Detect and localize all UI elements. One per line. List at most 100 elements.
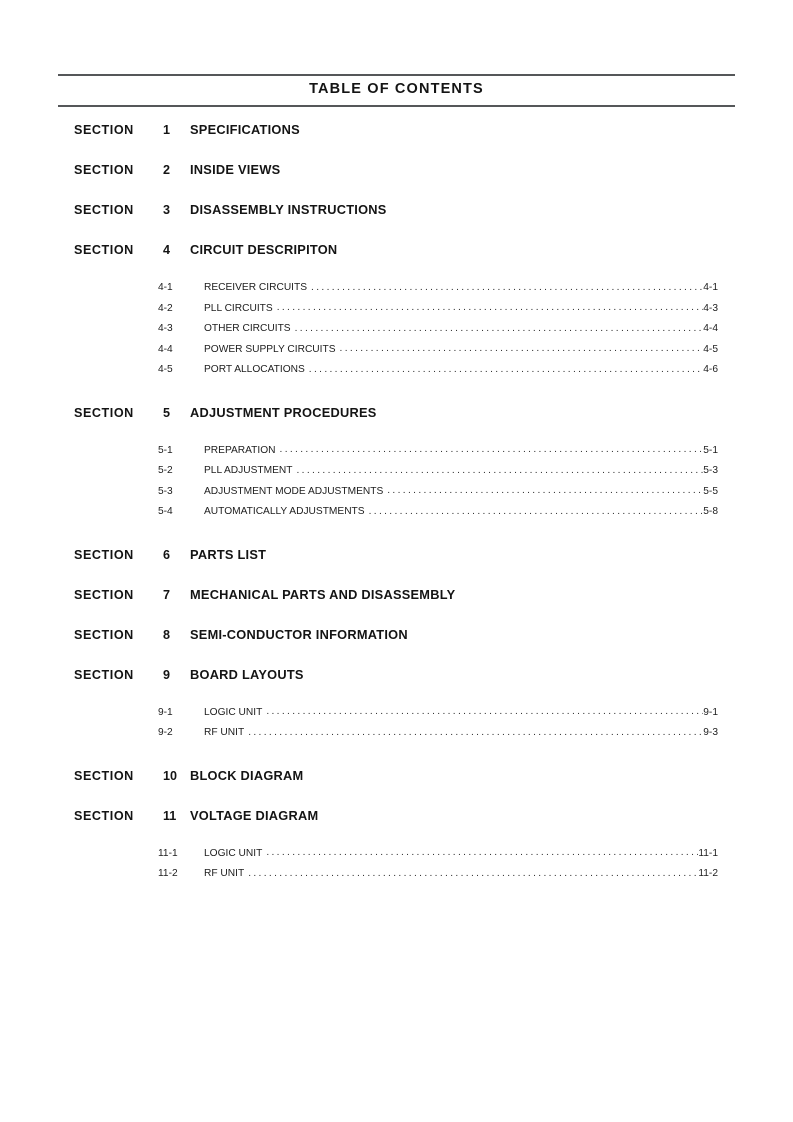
section-title: BOARD LAYOUTS [190, 666, 304, 682]
section-number: 4 [163, 243, 171, 257]
section-row-3[interactable]: SECTION 3 DISASSEMBLY INSTRUCTIONS [0, 202, 793, 242]
entry-page-number: 9-1 [703, 706, 718, 718]
entry-title: LOGIC UNIT [204, 706, 263, 718]
toc-entry-9-1[interactable]: 9-1 LOGIC UNIT...........................… [0, 706, 793, 728]
entry-number: 5-1 [158, 444, 173, 456]
dot-leader: ........................................… [248, 867, 699, 879]
entry-number: 9-2 [158, 727, 173, 738]
section-word: SECTION [74, 163, 134, 177]
toc-entry-4-4[interactable]: 4-4 POWER SUPPLY CIRCUITS................… [0, 343, 793, 365]
header-rule-bottom [58, 104, 735, 107]
entry-title: RF UNIT [204, 868, 245, 879]
section-row-5[interactable]: SECTION 5 ADJUSTMENT PROCEDURES [0, 405, 793, 445]
section-row-9[interactable]: SECTION 9 BOARD LAYOUTS [0, 667, 793, 707]
section-title: BLOCK DIAGRAM [190, 767, 304, 783]
toc-entry-4-1[interactable]: 4-1 RECEIVER CIRCUITS....................… [0, 282, 793, 303]
section-row-2[interactable]: SECTION 2 INSIDE VIEWS [0, 162, 793, 202]
section-row-11[interactable]: SECTION 11 VOLTAGE DIAGRAM [0, 808, 793, 848]
header-rule-top [58, 74, 735, 76]
section-number: 7 [163, 587, 171, 602]
entry-title: LOGIC UNIT [204, 847, 263, 859]
section-block: SECTION 3 DISASSEMBLY INSTRUCTIONS [0, 202, 793, 242]
dot-leader: ........................................… [279, 444, 704, 455]
entry-page-number: 4-6 [703, 364, 718, 375]
page-title: TABLE OF CONTENTS [309, 81, 484, 97]
toc-entry-9-2[interactable]: 9-2 RF UNIT..............................… [0, 727, 793, 748]
entry-number: 5-2 [158, 465, 173, 476]
entry-title: OTHER CIRCUITS [204, 323, 291, 334]
toc-entry-4-2[interactable]: 4-2 PLL CIRCUITS.........................… [0, 302, 793, 324]
section-word: SECTION [74, 203, 134, 217]
entry-number: 5-3 [158, 485, 173, 497]
dot-leader: ........................................… [266, 847, 699, 858]
section-block: SECTION 10 BLOCK DIAGRAM [0, 768, 793, 808]
entry-number: 9-1 [158, 706, 173, 718]
section-row-4[interactable]: SECTION 4 CIRCUIT DESCRIPITON [0, 242, 793, 282]
toc-list: SECTION 1 SPECIFICATIONS SECTION 2 INSIDE VIE… [0, 122, 793, 891]
section-block: SECTION 2 INSIDE VIEWS [0, 162, 793, 202]
entry-title: PLL CIRCUITS [204, 302, 273, 314]
dot-leader: ........................................… [296, 464, 704, 476]
section-title: PARTS LIST [190, 546, 267, 562]
section-title: ADJUSTMENT PROCEDURES [190, 404, 377, 420]
section-row-8[interactable]: SECTION 8 SEMI-CONDUCTOR INFORMATION [0, 627, 793, 667]
section-block: SECTION 4 CIRCUIT DESCRIPITON 4-1 RECEIVER C… [0, 242, 793, 387]
toc-entry-5-2[interactable]: 5-2 PLL ADJUSTMENT.......................… [0, 465, 793, 486]
toc-entry-5-4[interactable]: 5-4 AUTOMATICALLY ADJUSTMENTS............… [0, 506, 793, 527]
section-title: SEMI-CONDUCTOR INFORMATION [190, 626, 408, 642]
section-number: 1 [163, 123, 171, 137]
section-block: SECTION 1 SPECIFICATIONS [0, 122, 793, 162]
entry-title: ADJUSTMENT MODE ADJUSTMENTS [204, 485, 384, 497]
entry-page-number: 5-8 [703, 506, 718, 517]
entry-title: PLL ADJUSTMENT [204, 465, 293, 476]
entry-title: POWER SUPPLY CIRCUITS [204, 343, 336, 355]
entry-page-number: 9-3 [703, 727, 718, 738]
entry-title: PORT ALLOCATIONS [204, 364, 305, 375]
entry-number: 4-1 [158, 282, 173, 293]
section-word: SECTION [74, 808, 134, 823]
entry-page-number: 5-1 [703, 444, 718, 456]
section-row-1[interactable]: SECTION 1 SPECIFICATIONS [0, 122, 793, 162]
toc-header: TABLE OF CONTENTS [58, 74, 735, 107]
entry-number: 4-2 [158, 302, 173, 314]
section-word: SECTION [74, 405, 134, 420]
entry-number: 11-1 [158, 847, 178, 859]
section-word: SECTION [74, 627, 134, 642]
section-block: SECTION 9 BOARD LAYOUTS 9-1 LOGIC UNIT......… [0, 667, 793, 750]
entry-number: 4-4 [158, 343, 173, 355]
entry-page-number: 4-1 [703, 282, 718, 293]
section-title: INSIDE VIEWS [190, 162, 281, 177]
entry-page-number: 11-2 [698, 868, 718, 879]
section-number: 10 [163, 768, 178, 783]
entry-number: 5-4 [158, 506, 173, 517]
section-row-7[interactable]: SECTION 7 MECHANICAL PARTS AND DISASSEMBLY [0, 587, 793, 627]
section-row-6[interactable]: SECTION 6 PARTS LIST [0, 547, 793, 587]
section-title: SPECIFICATIONS [190, 122, 300, 137]
toc-entry-11-2[interactable]: 11-2 RF UNIT.............................… [0, 868, 793, 889]
section-title: DISASSEMBLY INSTRUCTIONS [190, 202, 387, 217]
subsection-list: 5-1 PREPARATION..........................… [0, 444, 793, 529]
section-word: SECTION [74, 667, 134, 682]
toc-entry-11-1[interactable]: 11-1 LOGIC UNIT..........................… [0, 847, 793, 869]
toc-entry-5-1[interactable]: 5-1 PREPARATION..........................… [0, 444, 793, 466]
toc-entry-5-3[interactable]: 5-3 ADJUSTMENT MODE ADJUSTMENTS..........… [0, 485, 793, 507]
section-number: 2 [163, 163, 171, 177]
section-number: 9 [163, 667, 171, 682]
entry-page-number: 4-4 [703, 323, 718, 334]
dot-leader: ........................................… [248, 726, 704, 738]
toc-entry-4-5[interactable]: 4-5 PORT ALLOCATIONS.....................… [0, 364, 793, 385]
section-row-10[interactable]: SECTION 10 BLOCK DIAGRAM [0, 768, 793, 808]
section-block: SECTION 7 MECHANICAL PARTS AND DISASSEMBLY [0, 587, 793, 627]
dot-leader: ........................................… [276, 302, 704, 313]
entry-title: RF UNIT [204, 727, 245, 738]
entry-number: 11-2 [158, 868, 178, 879]
section-block: SECTION 8 SEMI-CONDUCTOR INFORMATION [0, 627, 793, 667]
section-block: SECTION 6 PARTS LIST [0, 547, 793, 587]
entry-title: AUTOMATICALLY ADJUSTMENTS [204, 506, 365, 517]
entry-number: 4-5 [158, 364, 173, 375]
toc-entry-4-3[interactable]: 4-3 OTHER CIRCUITS.......................… [0, 323, 793, 344]
entry-title: RECEIVER CIRCUITS [204, 282, 308, 293]
dot-leader: ........................................… [308, 363, 704, 375]
entry-page-number: 5-5 [703, 485, 718, 497]
